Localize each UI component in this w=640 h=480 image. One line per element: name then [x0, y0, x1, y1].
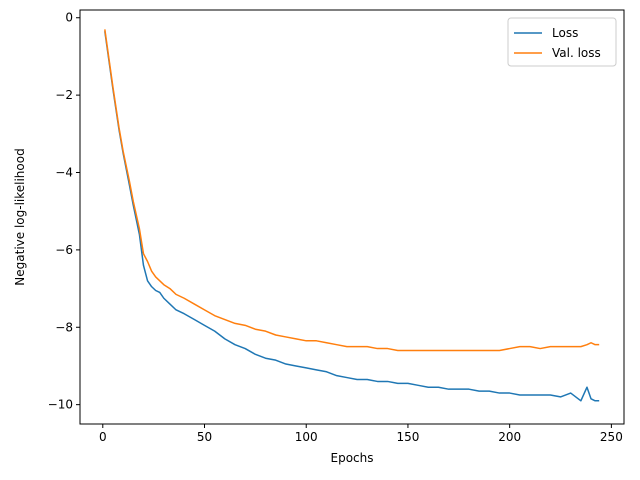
x-tick-label: 100 — [295, 430, 318, 444]
y-tick-label: −10 — [48, 398, 73, 412]
y-tick-label: −6 — [55, 243, 73, 257]
series-line-1 — [104, 29, 600, 352]
x-axis: 0 50 100 150 200 250 — [99, 424, 623, 444]
y-tick-label: −2 — [55, 88, 73, 102]
x-axis-label: Epochs — [331, 451, 374, 465]
x-tick-label: 250 — [600, 430, 623, 444]
y-tick-label: −4 — [55, 166, 73, 180]
series-line-0 — [104, 31, 600, 402]
legend-box — [507, 17, 617, 67]
x-tick-label: 150 — [396, 430, 419, 444]
plot-area — [104, 29, 600, 402]
legend: Loss Val. loss — [507, 17, 617, 67]
legend-label: Val. loss — [552, 46, 601, 60]
x-tick-label: 0 — [99, 430, 107, 444]
y-axis: 0 −2 −4 −6 −8 −10 — [48, 11, 80, 412]
y-tick-label: 0 — [65, 11, 73, 25]
axes-frame — [79, 9, 625, 425]
y-axis-label: Negative log-likelihood — [13, 148, 27, 285]
x-tick-label: 50 — [197, 430, 212, 444]
x-tick-label: 200 — [498, 430, 521, 444]
y-tick-label: −8 — [55, 320, 73, 334]
legend-label: Loss — [552, 26, 578, 40]
